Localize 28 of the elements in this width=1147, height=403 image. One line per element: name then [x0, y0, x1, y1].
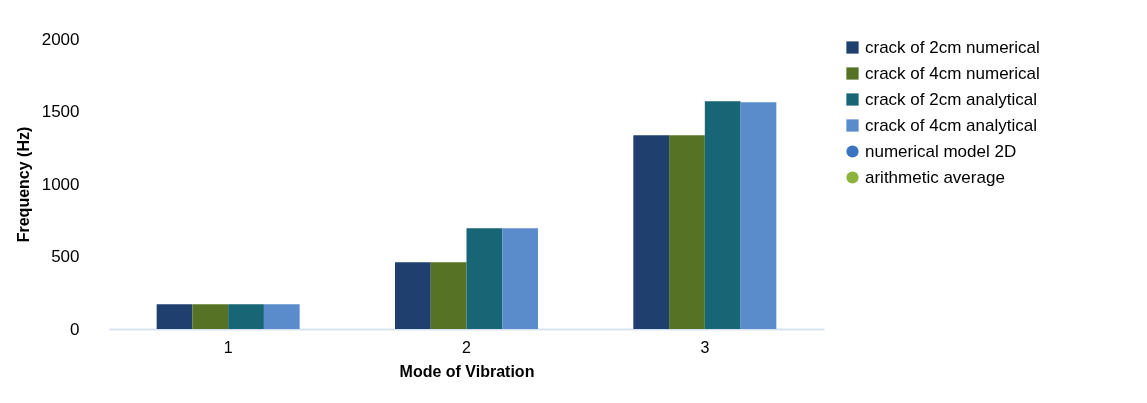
bar — [263, 304, 300, 329]
bar — [430, 262, 467, 329]
legend-label: crack of 4cm numerical — [865, 63, 1040, 83]
legend-label: numerical model 2D — [865, 141, 1017, 161]
x-tick-label: 1 — [223, 338, 233, 356]
bar — [633, 135, 670, 329]
bar — [669, 135, 705, 329]
y-tick-label: 500 — [51, 247, 80, 266]
y-tick-label: 1000 — [41, 174, 80, 194]
bar — [466, 228, 503, 329]
y-tick-label: 2000 — [41, 29, 80, 49]
bar — [740, 102, 777, 329]
legend-label: crack of 4cm analytical — [865, 115, 1037, 135]
y-axis-title: Frequency (Hz) — [14, 126, 32, 243]
bar — [704, 101, 741, 329]
bar — [192, 304, 229, 329]
legend-label: crack of 2cm analytical — [865, 89, 1037, 109]
bar — [156, 304, 193, 329]
bar — [395, 262, 431, 329]
legend-label: crack of 2cm numerical — [865, 37, 1040, 57]
y-tick-label: 1500 — [41, 102, 80, 121]
x-axis-title: Mode of Vibration — [399, 362, 535, 380]
x-tick-label: 3 — [700, 338, 710, 356]
y-tick-label: 0 — [70, 319, 80, 339]
x-tick-label: 2 — [462, 338, 472, 356]
bar — [502, 228, 538, 329]
legend-label: arithmetic average — [865, 167, 1005, 187]
bar — [228, 304, 264, 329]
